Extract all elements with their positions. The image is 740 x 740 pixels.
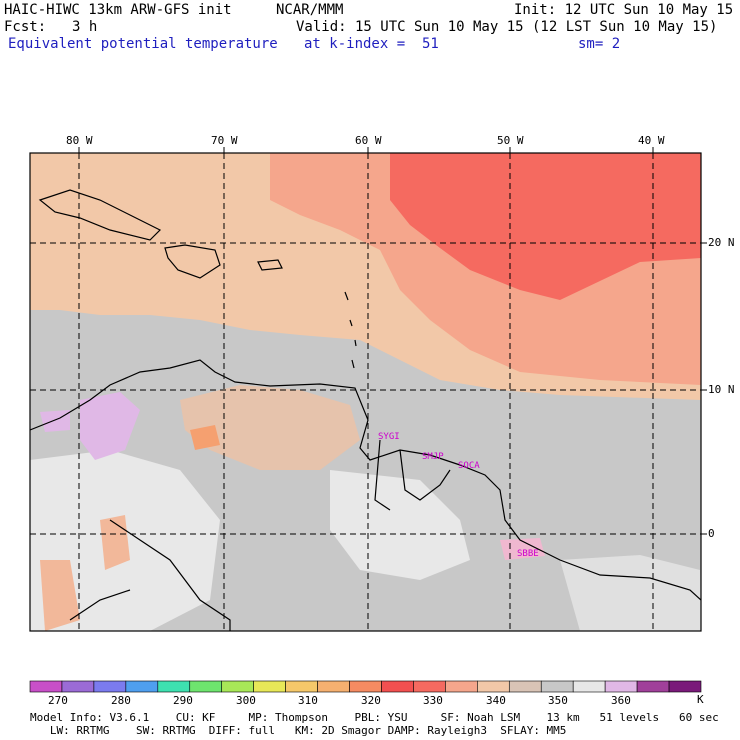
station-label-smjp: SMJP [422, 452, 444, 462]
colorbar-label-270: 270 [48, 694, 68, 707]
coastlines [30, 189, 701, 631]
lon-label-60w: 60 W [355, 134, 382, 147]
colorbar-swatch [477, 680, 510, 693]
colorbar-swatch [253, 680, 286, 693]
colorbar-swatch [221, 680, 254, 693]
axis-ticks [78, 147, 707, 535]
colorbar-label-300: 300 [236, 694, 256, 707]
lon-label-40w: 40 W [638, 134, 665, 147]
lat-label-10n: 10 N [708, 383, 735, 396]
model-title: HAIC-HIWC 13km ARW-GFS init [4, 2, 232, 18]
colorbar-label-310: 310 [298, 694, 318, 707]
colorbar-swatch [29, 680, 63, 693]
field-name: Equivalent potential temperature [8, 36, 278, 52]
colorbar-swatch [189, 680, 223, 693]
smoothing-label: sm= 2 [578, 36, 621, 52]
valid-time: Valid: 15 UTC Sun 10 May 15 (12 LST Sun … [296, 19, 718, 35]
colorbar-swatch [445, 680, 478, 693]
org-label: NCAR/MMM [276, 2, 344, 18]
station-label-soca: SOCA [458, 461, 480, 471]
colorbar-swatch [349, 680, 382, 693]
colorbar-label-360: 360 [611, 694, 631, 707]
colorbar-label-330: 330 [423, 694, 443, 707]
model-info-line1: Model Info: V3.6.1 CU: KF MP: Thompson P… [30, 711, 719, 724]
colorbar-swatch [540, 680, 574, 693]
colorbar-label-290: 290 [173, 694, 193, 707]
model-info-line2: LW: RRTMG SW: RRTMG DIFF: full KM: 2D Sm… [30, 724, 567, 737]
lat-label-20n: 20 N [708, 236, 735, 249]
forecast-hour: 3 h [72, 19, 98, 35]
lon-label-50w: 50 W [497, 134, 524, 147]
colorbar-swatch [285, 680, 318, 693]
lon-label-70w: 70 W [211, 134, 238, 147]
colorbar-swatch [413, 680, 446, 693]
colorbar-swatch [668, 680, 702, 693]
colorbar-swatch [317, 680, 350, 693]
colorbar-label-320: 320 [361, 694, 381, 707]
colorbar-label-350: 350 [548, 694, 568, 707]
colorbar-swatch [93, 680, 127, 693]
theta-e-field [30, 153, 701, 631]
level-label: at k-index = 51 [304, 36, 439, 52]
colorbar-swatch [604, 680, 638, 693]
colorbar-swatch [572, 680, 606, 693]
forecast-label: Fcst: [4, 19, 47, 35]
station-label-sygi: SYGI [378, 432, 400, 442]
station-label-sbbe: SBBE [517, 549, 539, 559]
colorbar-swatch [61, 680, 95, 693]
colorbar-swatch [508, 680, 542, 693]
lon-label-80w: 80 W [66, 134, 93, 147]
colorbar-swatch [381, 680, 414, 693]
colorbar-unit: K [697, 693, 704, 706]
lat-label-0: 0 [708, 527, 715, 540]
init-time: Init: 12 UTC Sun 10 May 15 [514, 2, 734, 18]
colorbar-swatch [157, 680, 191, 693]
map-frame [29, 152, 702, 632]
lat-lon-grid [30, 153, 701, 631]
colorbar-swatch [636, 680, 670, 693]
colorbar-label-340: 340 [486, 694, 506, 707]
colorbar-label-280: 280 [111, 694, 131, 707]
colorbar-swatch [125, 680, 159, 693]
